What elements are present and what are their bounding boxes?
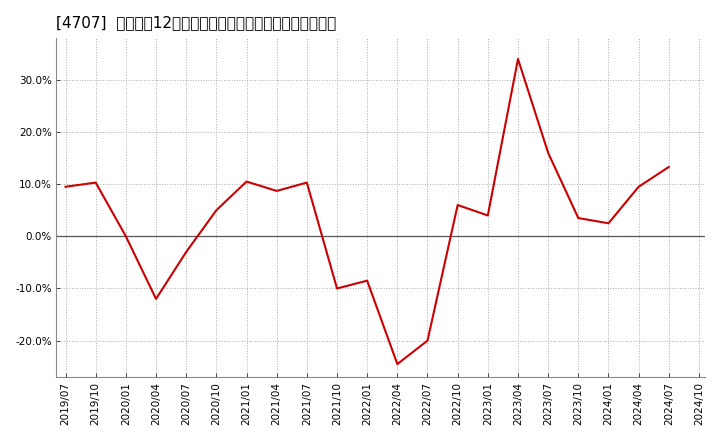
Text: [4707]  売上高の12か月移動合計の対前年同期増減率の推移: [4707] 売上高の12か月移動合計の対前年同期増減率の推移 bbox=[56, 15, 337, 30]
